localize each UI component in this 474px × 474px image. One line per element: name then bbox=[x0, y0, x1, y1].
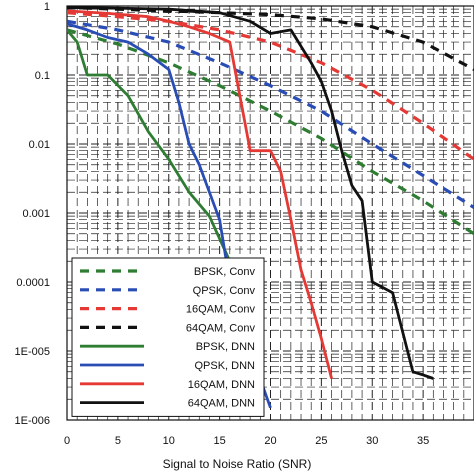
x-tick-label: 35 bbox=[417, 435, 429, 447]
legend-label: QPSK, DNN bbox=[194, 360, 255, 372]
legend-items: BPSK, Conv QPSK, Conv 16QAM, Conv 64QAM, Co… bbox=[80, 266, 255, 410]
series-line-64qam-dnn bbox=[67, 6, 434, 380]
legend-label: 64QAM, Conv bbox=[186, 322, 256, 334]
x-tick-label: 5 bbox=[115, 435, 121, 447]
x-tick-label: 30 bbox=[366, 435, 378, 447]
legend-label: 64QAM, DNN bbox=[188, 398, 255, 410]
x-tick-label: 0 bbox=[64, 435, 70, 447]
y-tick-label: 1E-006 bbox=[15, 415, 50, 427]
plot-frame bbox=[66, 5, 474, 421]
x-tick-label: 10 bbox=[163, 435, 175, 447]
legend-label: 16QAM, DNN bbox=[188, 379, 255, 391]
series-line-16qam-conv bbox=[67, 11, 474, 161]
x-axis-label: Signal to Noise Ratio (SNR) bbox=[163, 457, 312, 471]
x-tick-labels: 0 5 10 15 20 25 30 35 bbox=[64, 435, 429, 447]
y-tick-label: 0.01 bbox=[29, 139, 50, 151]
series-line-qpsk-conv bbox=[67, 19, 474, 209]
series-line-16qam-dnn bbox=[67, 9, 333, 379]
y-tick-label: 1 bbox=[44, 1, 50, 13]
legend-label: QPSK, Conv bbox=[193, 285, 256, 297]
y-tick-label: 0.001 bbox=[22, 208, 50, 220]
legend-label: 16QAM, Conv bbox=[186, 304, 256, 316]
legend-box bbox=[71, 257, 265, 417]
x-tick-label: 15 bbox=[214, 435, 226, 447]
y-tick-label: 1E-005 bbox=[15, 346, 50, 358]
y-tick-label: 0.0001 bbox=[16, 277, 50, 289]
legend-label: BPSK, Conv bbox=[194, 266, 256, 278]
series-line-bpsk-conv bbox=[67, 28, 474, 236]
y-tick-label: 0.1 bbox=[35, 70, 50, 82]
x-tick-label: 25 bbox=[315, 435, 327, 447]
legend-label: BPSK, DNN bbox=[196, 341, 255, 353]
legend: BPSK, Conv QPSK, Conv 16QAM, Conv 64QAM, Co… bbox=[71, 257, 265, 417]
x-tick-label: 20 bbox=[264, 435, 276, 447]
y-tick-labels: 1 0.1 0.01 0.001 0.0001 1E-005 1E-006 bbox=[15, 1, 50, 427]
